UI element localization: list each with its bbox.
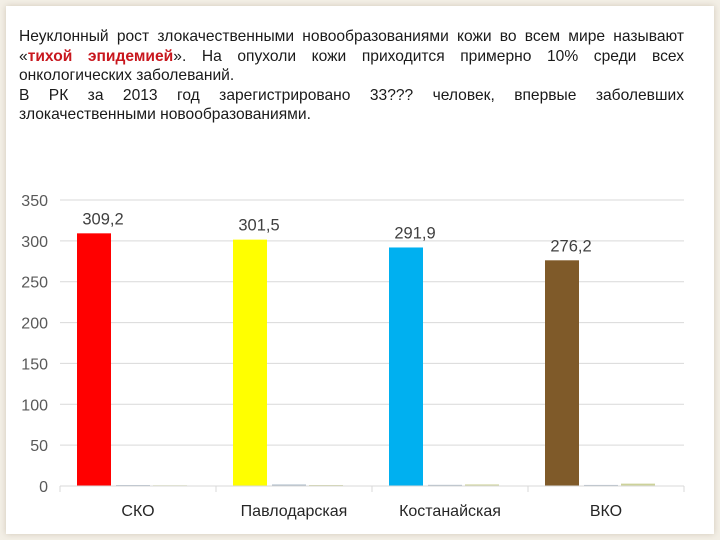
- data-label: 309,2: [82, 210, 123, 228]
- y-tick-label: 150: [21, 356, 48, 373]
- y-tick-label: 0: [39, 479, 48, 496]
- y-tick-label: 300: [21, 234, 48, 251]
- data-label: 301,5: [238, 217, 279, 235]
- category-label: ВКО: [590, 503, 622, 520]
- minor-bar: [465, 484, 499, 486]
- bars: [77, 233, 655, 486]
- y-axis: 0 50 100 150 200 250 300 350: [21, 193, 48, 496]
- paragraph-2: В РК за 2013 год зарегистрировано 33??? …: [19, 86, 684, 124]
- data-labels: 309,2 301,5 291,9 276,2: [82, 210, 591, 255]
- paragraph-1-end: ». На опухоли кожи приходится примерно 1…: [19, 47, 684, 85]
- x-axis: СКО Павлодарская Костанайская ВКО: [59, 485, 685, 520]
- category-label: СКО: [121, 503, 154, 520]
- paragraph-1-start: Неуклонный рост злокачественными новообр…: [19, 28, 684, 65]
- y-tick-label: 100: [21, 397, 48, 414]
- bar-1: [77, 233, 111, 486]
- minor-bar: [584, 484, 618, 486]
- bar-3: [389, 247, 423, 486]
- minor-bar: [621, 483, 655, 486]
- data-label: 291,9: [394, 224, 435, 242]
- category-label: Костанайская: [399, 503, 501, 520]
- minor-bar: [272, 484, 306, 486]
- highlight-phrase: тихой эпидемией: [27, 47, 174, 65]
- category-label: Павлодарская: [241, 503, 348, 520]
- y-tick-label: 200: [21, 316, 48, 333]
- y-tick-label: 50: [30, 438, 48, 455]
- paragraph-1: Неуклонный рост злокачественными новообр…: [19, 27, 684, 86]
- bar-2: [233, 239, 267, 486]
- minor-bar: [428, 484, 462, 486]
- data-label: 276,2: [550, 237, 591, 255]
- slide-text: Неуклонный рост злокачественными новообр…: [19, 27, 684, 125]
- slide: [6, 6, 714, 534]
- y-tick-label: 250: [21, 275, 48, 292]
- y-tick-label: 350: [21, 193, 48, 210]
- bar-4: [545, 260, 579, 486]
